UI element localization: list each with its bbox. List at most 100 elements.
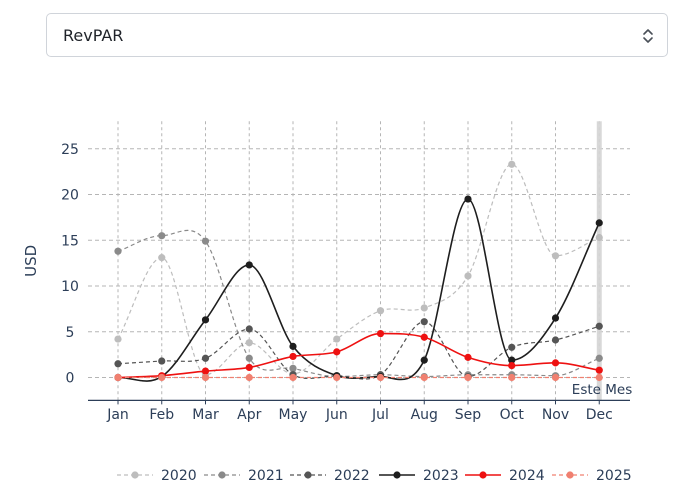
legend: 2020 2021 2022 2023 2024 2025 xyxy=(117,468,632,484)
data-point xyxy=(289,352,297,361)
legend-swatch-marker xyxy=(131,471,139,479)
data-point xyxy=(551,314,560,322)
y-tick-label: 10 xyxy=(61,279,79,295)
metric-select-value: RevPAR xyxy=(63,25,124,45)
legend-swatch-marker xyxy=(566,471,574,479)
data-point xyxy=(420,356,428,364)
data-point xyxy=(158,373,166,382)
legend-label: 2024 xyxy=(509,468,545,484)
data-point xyxy=(376,307,385,315)
current-month-label: Este Mes xyxy=(572,382,632,398)
y-tick-label: 15 xyxy=(61,233,79,249)
data-point xyxy=(201,367,210,375)
data-point xyxy=(508,362,516,370)
data-point xyxy=(595,219,603,227)
series-2022 xyxy=(114,318,603,381)
x-tick-label: Oct xyxy=(500,407,525,423)
data-point xyxy=(245,363,253,372)
y-tick-label: 25 xyxy=(61,142,79,158)
data-point xyxy=(595,354,603,362)
x-tick-label: Aug xyxy=(411,407,438,423)
data-point xyxy=(201,354,210,362)
y-tick-label: 0 xyxy=(66,371,75,387)
series-line-2022 xyxy=(117,321,600,380)
legend-swatch-marker xyxy=(304,471,312,479)
data-point xyxy=(158,254,166,262)
data-point xyxy=(333,335,341,343)
data-point xyxy=(376,373,385,382)
data-point xyxy=(201,373,210,382)
data-point xyxy=(551,359,560,367)
x-tick-label: Sep xyxy=(455,407,482,423)
data-point xyxy=(464,373,472,382)
series-2024 xyxy=(114,329,603,382)
data-point xyxy=(245,354,253,362)
data-point xyxy=(464,353,472,361)
y-axis-title: USD xyxy=(22,245,40,277)
x-tick-label: Apr xyxy=(237,407,261,423)
data-point xyxy=(595,322,603,330)
legend-item-2023: 2023 xyxy=(379,468,459,484)
legend-label: 2022 xyxy=(334,468,370,484)
current-month-band xyxy=(596,121,602,401)
current-month-highlight: Este Mes xyxy=(572,121,632,401)
legend-item-2024: 2024 xyxy=(465,468,545,484)
data-point xyxy=(464,195,472,203)
series-2025 xyxy=(114,373,603,382)
legend-label: 2023 xyxy=(423,468,459,484)
legend-swatch-marker xyxy=(479,471,487,479)
data-point xyxy=(158,357,166,365)
legend-swatch-marker xyxy=(218,471,226,479)
series-2023 xyxy=(114,195,603,382)
data-point xyxy=(114,247,122,255)
legend-item-2020: 2020 xyxy=(117,468,197,484)
data-point xyxy=(114,335,122,343)
legend-label: 2021 xyxy=(248,468,284,484)
legend-swatch-marker xyxy=(393,471,401,479)
series-line-2024 xyxy=(117,332,600,379)
x-tick-label: Jul xyxy=(371,407,389,423)
data-point xyxy=(508,343,516,351)
data-point xyxy=(289,373,297,382)
data-point xyxy=(114,373,122,382)
series-layer xyxy=(114,160,603,382)
x-tick-label: Dec xyxy=(586,407,613,423)
grid-lines xyxy=(88,121,630,401)
data-point xyxy=(464,272,472,280)
metric-select[interactable]: RevPAR xyxy=(46,13,668,57)
data-point xyxy=(420,333,428,341)
legend-item-2021: 2021 xyxy=(204,468,284,484)
x-tick-label: Nov xyxy=(542,407,569,423)
data-point xyxy=(595,366,603,374)
data-point xyxy=(333,348,341,356)
series-line-2020 xyxy=(117,163,600,376)
data-point xyxy=(551,252,560,260)
data-point xyxy=(595,233,603,242)
axes: 0 5 10 15 20 25 Jan Feb Mar Apr May Jun Jul Aug Sep Oct… xyxy=(22,142,630,423)
x-tick-label: Jan xyxy=(106,407,129,423)
data-point xyxy=(245,325,253,333)
legend-item-2025: 2025 xyxy=(552,468,632,484)
data-point xyxy=(289,364,297,372)
data-point xyxy=(376,329,385,338)
legend-label: 2020 xyxy=(161,468,197,484)
y-tick-label: 5 xyxy=(66,325,75,341)
x-tick-label: Jun xyxy=(325,407,348,423)
data-point xyxy=(420,373,428,382)
data-point xyxy=(551,373,560,382)
data-point xyxy=(114,360,122,368)
data-point xyxy=(595,373,603,382)
data-point xyxy=(289,342,297,350)
data-point xyxy=(245,261,253,269)
x-tick-label: May xyxy=(279,407,308,423)
data-point xyxy=(420,304,428,312)
x-tick-label: Feb xyxy=(149,407,174,423)
data-point xyxy=(333,373,341,382)
series-2021 xyxy=(114,229,603,381)
data-point xyxy=(508,160,516,168)
legend-label: 2025 xyxy=(596,468,632,484)
data-point xyxy=(420,318,428,326)
data-point xyxy=(508,373,516,382)
data-point xyxy=(245,339,253,347)
